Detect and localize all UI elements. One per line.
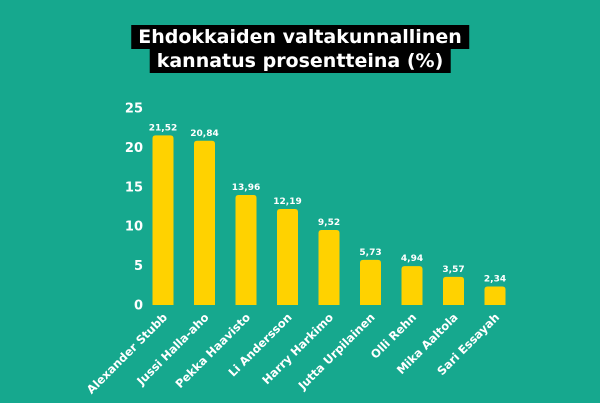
bar — [484, 286, 506, 305]
y-tick-label: 0 — [134, 299, 143, 314]
chart-title-line-1: Ehdokkaiden valtakunnallinen — [131, 25, 469, 49]
bar — [401, 266, 423, 305]
y-tick-label: 5 — [134, 259, 143, 274]
bar — [235, 194, 257, 305]
bar — [152, 135, 174, 305]
x-tick-label: Harry Harkimo — [259, 310, 336, 387]
bar — [277, 208, 298, 305]
bar — [318, 229, 340, 305]
x-tick-label: Jussi Halla-aho — [133, 310, 211, 388]
y-tick-label: 10 — [125, 220, 143, 235]
data-label: 20,84 — [190, 129, 218, 139]
data-label: 9,52 — [318, 218, 340, 228]
y-tick-label: 20 — [125, 141, 143, 156]
data-label: 13,96 — [232, 183, 260, 193]
data-label: 2,34 — [484, 275, 506, 285]
y-tick-label: 15 — [125, 180, 143, 195]
data-label: 3,57 — [442, 265, 464, 275]
chart-title-line-2: kannatus prosentteina (%) — [149, 49, 451, 73]
data-label: 12,19 — [273, 197, 301, 207]
data-label: 5,73 — [359, 248, 381, 258]
data-label: 4,94 — [401, 254, 423, 264]
bar — [194, 140, 215, 305]
data-label: 21,52 — [149, 123, 177, 133]
y-tick-label: 25 — [125, 102, 143, 117]
x-tick-label: Pekka Haavisto — [172, 310, 253, 391]
x-tick-label: Jutta Urpilainen — [295, 310, 378, 393]
bar — [360, 259, 381, 305]
bar — [443, 276, 464, 305]
